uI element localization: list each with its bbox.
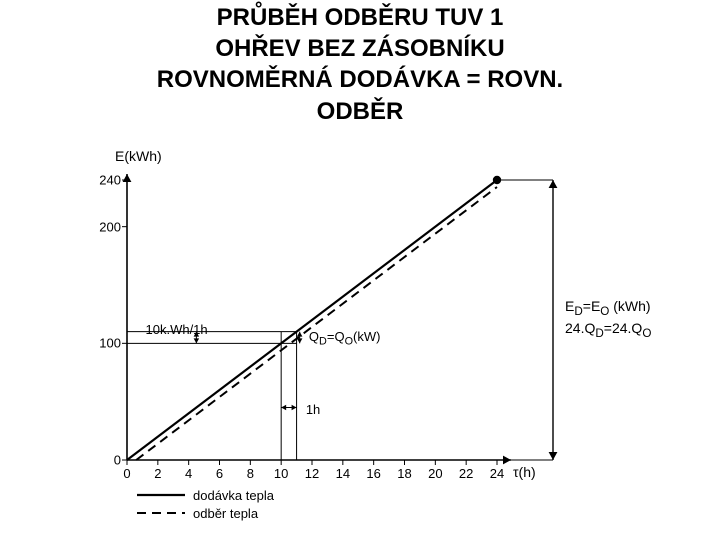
x-axis-label: τ(h): [513, 464, 536, 480]
right-bracket-annotation: ED=EO (kWh)24.QD=24.QO: [565, 297, 651, 342]
x-tick: 4: [177, 466, 201, 481]
title-line-2: OHŘEV BEZ ZÁSOBNÍKU: [215, 35, 504, 62]
title-line-4: ODBĚR: [317, 98, 404, 125]
qd-annotation: QD=QO(kW): [309, 329, 381, 348]
legend-swatch-solid: [137, 486, 185, 504]
y-tick: 100: [91, 336, 121, 351]
title-line-1: PRŮBĚH ODBĚRU TUV 1: [217, 4, 504, 31]
x-tick: 24: [485, 466, 509, 481]
legend-label-odber: odběr tepla: [185, 506, 258, 521]
x-tick: 8: [238, 466, 262, 481]
y-axis-label: E(kWh): [115, 148, 162, 164]
x-tick: 16: [362, 466, 386, 481]
legend-label-dodavka: dodávka tepla: [185, 488, 274, 503]
y-tick: 200: [91, 219, 121, 234]
x-tick: 14: [331, 466, 355, 481]
legend: dodávka tepla odběr tepla: [137, 486, 274, 522]
x-tick: 2: [146, 466, 170, 481]
x-tick: 10: [269, 466, 293, 481]
x-tick: 12: [300, 466, 324, 481]
title-line-3: ROVNOMĚRNÁ DODÁVKA = ROVN.: [157, 66, 563, 93]
page-title: PRŮBĚH ODBĚRU TUV 1 OHŘEV BEZ ZÁSOBNÍKU …: [0, 2, 720, 127]
y-tick: 240: [91, 173, 121, 188]
rate-annotation: 10k.Wh/1h: [146, 322, 208, 337]
x-tick: 6: [208, 466, 232, 481]
x-tick: 0: [115, 466, 139, 481]
legend-row-odber: odběr tepla: [137, 504, 274, 522]
legend-row-dodavka: dodávka tepla: [137, 486, 274, 504]
x-tick: 18: [393, 466, 417, 481]
legend-swatch-dashed: [137, 504, 185, 522]
x-tick: 20: [423, 466, 447, 481]
one-hour-annotation: 1h: [306, 402, 320, 417]
x-tick: 22: [454, 466, 478, 481]
